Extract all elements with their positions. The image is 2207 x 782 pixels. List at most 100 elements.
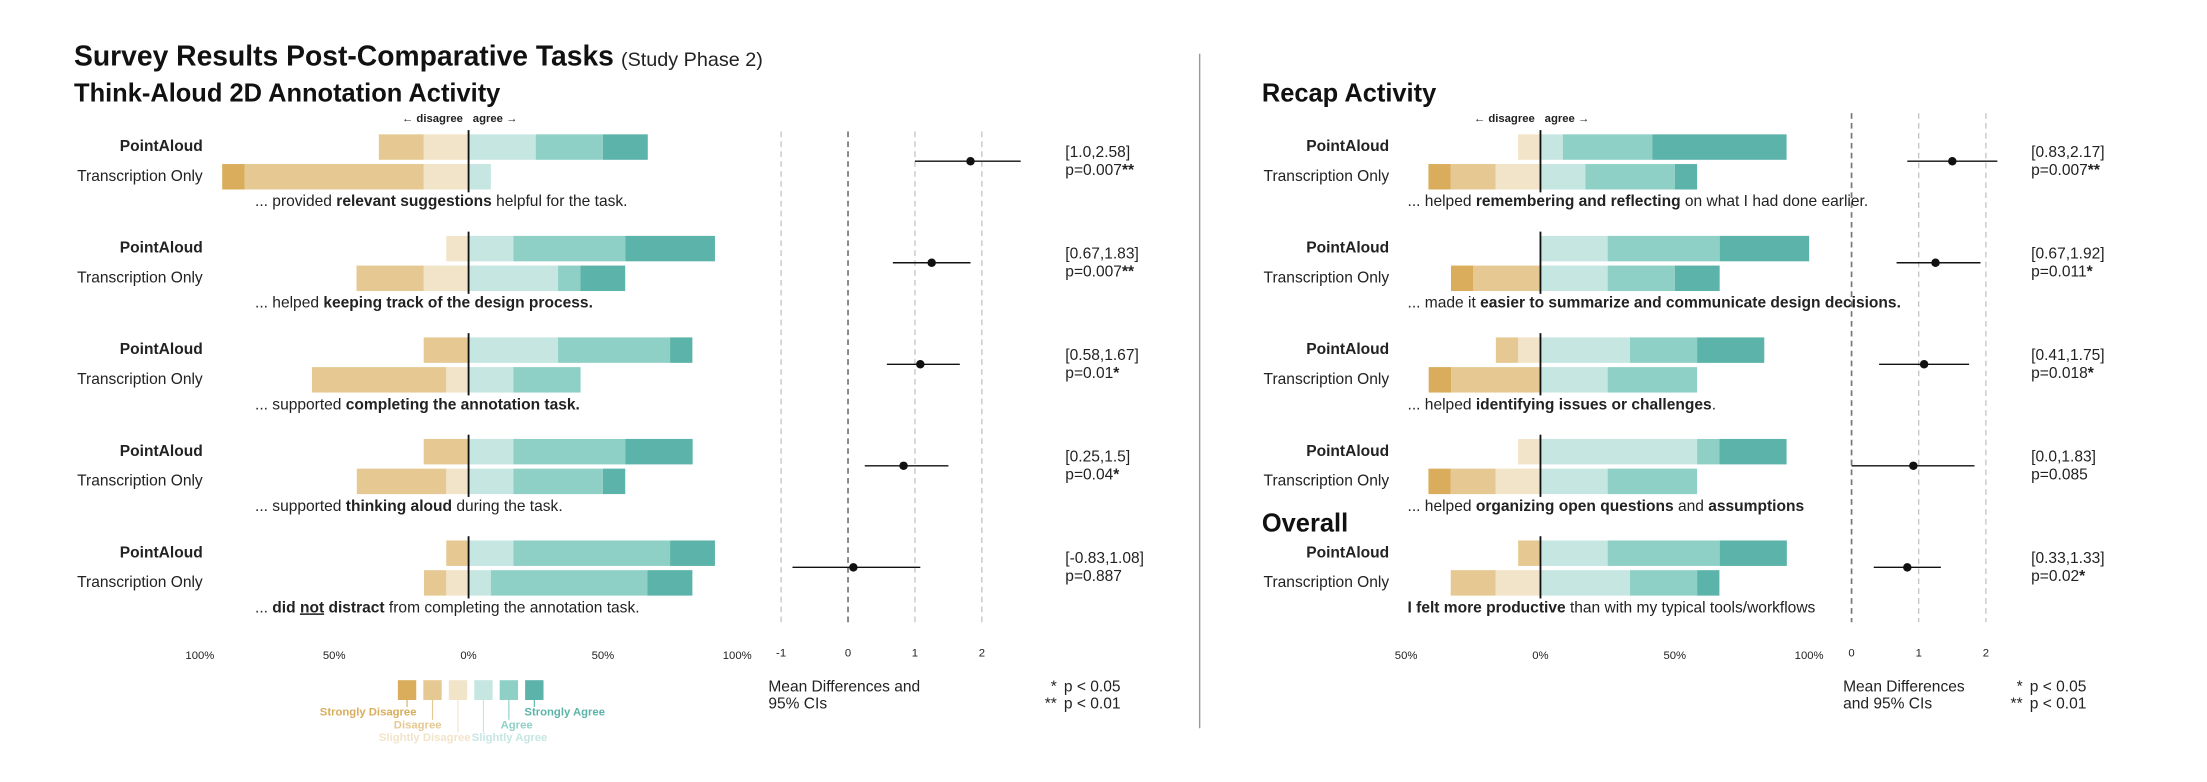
row-label: PointAloud	[120, 240, 203, 257]
bar-segment	[1674, 265, 1720, 292]
row-label: Transcription Only	[1264, 168, 1390, 185]
ci-tick-label: 0	[845, 647, 851, 659]
bar-segment	[423, 438, 469, 465]
bar-segment	[602, 134, 648, 160]
bar-segment	[1540, 265, 1608, 292]
bar-segment	[1652, 134, 1787, 160]
question-segment: relevant suggestions	[336, 193, 492, 210]
bar-segment	[378, 134, 424, 160]
legend-swatch	[448, 680, 468, 700]
ci-tick-label: 2	[1983, 647, 1989, 659]
bar-segment	[513, 540, 671, 566]
legend-label: Slightly Disagree	[379, 732, 471, 744]
bar-segment	[1495, 468, 1541, 495]
row-label: PointAloud	[1306, 341, 1389, 358]
question-label: ... helped keeping track of the design p…	[255, 295, 593, 312]
legend-swatch	[423, 680, 442, 700]
question-segment: I felt more productive	[1408, 599, 1566, 616]
bar-segment	[356, 265, 424, 292]
bar-segment	[423, 570, 447, 596]
mean-dot	[916, 360, 925, 369]
bar-segment	[602, 468, 626, 495]
bar-segment	[1540, 134, 1563, 160]
bar-segment	[446, 367, 469, 393]
row-label: PointAloud	[120, 544, 203, 561]
p-value-label: p=0.018*	[2031, 365, 2095, 382]
bar-segment	[625, 235, 715, 262]
row-label: Transcription Only	[77, 574, 203, 591]
p-value: p=0.007	[1065, 264, 1122, 281]
row-label: Transcription Only	[77, 472, 203, 489]
ci-label: [0.67,1.92]	[2031, 245, 2104, 262]
p-value-label: p=0.007**	[1065, 162, 1135, 179]
p-stars: *	[2088, 365, 2095, 382]
p-value: p=0.011	[2031, 264, 2086, 281]
bar-segment	[513, 468, 603, 495]
row-label: Transcription Only	[77, 269, 203, 286]
legend-swatch	[525, 680, 544, 700]
question-segment: completing the annotation task.	[346, 396, 580, 413]
p-value-label: p=0.011*	[2031, 264, 2093, 281]
bar-segment	[468, 540, 514, 566]
bar-segment	[513, 367, 581, 393]
ci-tick-label: 2	[979, 647, 985, 659]
legend-label: Slightly Agree	[472, 732, 548, 744]
question-segment: during the task.	[452, 498, 563, 515]
row-label: Transcription Only	[1264, 269, 1390, 286]
question-segment: distract	[324, 599, 384, 616]
x-tick-label: 50%	[1395, 650, 1418, 662]
bar-segment	[1428, 367, 1451, 393]
p-value-label: p=0.04*	[1065, 467, 1120, 484]
bar-segment	[1450, 468, 1496, 495]
significance-label: p < 0.05	[1064, 678, 1121, 695]
row-label: PointAloud	[1306, 240, 1389, 257]
question-label: ... supported thinking aloud during the …	[255, 498, 563, 515]
question-segment: ... supported	[255, 498, 346, 515]
row-label: PointAloud	[120, 341, 203, 358]
bar-segment	[670, 540, 715, 566]
bar-segment	[468, 265, 559, 292]
mean-dot	[849, 563, 858, 572]
bar-segment	[1540, 367, 1608, 393]
x-tick-label: 50%	[1663, 650, 1686, 662]
bar-segment	[468, 438, 514, 465]
ci-label: [0.83,2.17]	[2031, 144, 2104, 161]
bar-segment	[1540, 540, 1608, 566]
row-label: Transcription Only	[1264, 371, 1390, 388]
bar-segment	[423, 337, 469, 363]
significance-label: p < 0.01	[1064, 695, 1121, 712]
direction-label: agree →	[473, 113, 518, 125]
question-segment: did	[272, 599, 300, 616]
ci-label: [0.0,1.83]	[2031, 448, 2096, 465]
question-segment: easier to summarize and communicate desi…	[1480, 295, 1901, 312]
bar-segment	[1428, 164, 1451, 190]
bar-segment	[244, 164, 424, 190]
x-tick-label: 100%	[723, 650, 752, 662]
bar-segment	[670, 337, 693, 363]
p-stars: *	[2087, 264, 2094, 281]
legend-label: Strongly Disagree	[320, 707, 417, 719]
p-value: p=0.887	[1065, 568, 1122, 585]
question-segment: organizing open questions	[1476, 498, 1674, 515]
ci-axis-label: and 95% CIs	[1843, 695, 1932, 712]
question-segment: remembering and reflecting	[1476, 193, 1681, 210]
bar-segment	[1562, 134, 1653, 160]
p-stars: **	[1122, 264, 1135, 281]
x-tick-label: 0%	[1532, 650, 1548, 662]
row-label: PointAloud	[1306, 443, 1389, 460]
row-label: Transcription Only	[1264, 472, 1390, 489]
bar-segment	[1540, 468, 1608, 495]
bar-segment	[423, 134, 469, 160]
p-stars: **	[1122, 162, 1135, 179]
question-segment: not	[300, 599, 324, 616]
direction-label: ← disagree	[402, 113, 463, 125]
ci-tick-label: 0	[1848, 647, 1854, 659]
p-value: p=0.018	[2031, 365, 2088, 382]
bar-segment	[1450, 265, 1474, 292]
bar-segment	[446, 570, 469, 596]
p-stars: *	[2079, 568, 2086, 585]
bar-segment	[311, 367, 447, 393]
question-segment: ... helped	[1408, 193, 1476, 210]
p-value: p=0.01	[1065, 365, 1113, 382]
